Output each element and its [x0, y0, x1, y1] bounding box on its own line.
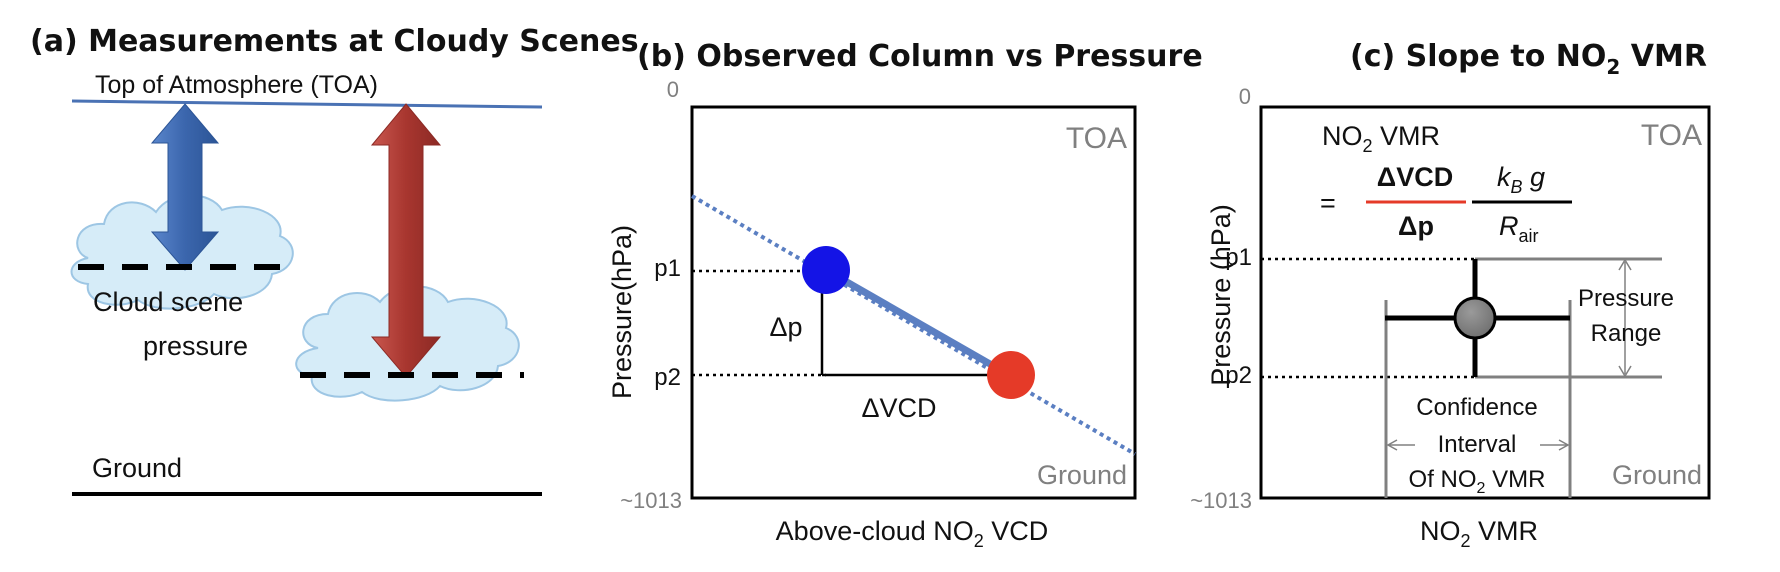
- vmr-data-point: [1453, 296, 1497, 340]
- ci-label-line3: Of NO2 VMR: [1409, 466, 1546, 497]
- y-tick-bottom-c: ~1013: [1190, 488, 1252, 513]
- formula-numerator-kbg: kB g: [1497, 162, 1545, 197]
- formula-head: NO2 VMR: [1322, 121, 1440, 156]
- toa-label-c: TOA: [1641, 119, 1702, 152]
- ci-label-line2: Interval: [1438, 431, 1517, 458]
- pressure-range-arrowhead-top: [1618, 258, 1632, 271]
- plot-frame-c: [1259, 105, 1711, 500]
- panel-a: (a) Measurements at Cloudy Scenes Top of…: [30, 24, 639, 496]
- pressure-range-label-line1: Pressure: [1578, 285, 1674, 312]
- ground-label-a: Ground: [92, 453, 182, 483]
- pressure-label: pressure: [143, 331, 248, 361]
- slope-segment: [824, 266, 1013, 380]
- formula-equals: =: [1320, 188, 1336, 218]
- extrapolation-dotted-line: [690, 194, 1137, 456]
- cloud-scene-label: Cloud scene: [93, 287, 243, 317]
- pressure-range-arrowhead-bottom: [1618, 365, 1632, 378]
- p1-data-point: [802, 246, 850, 294]
- p1-label-b: p1: [654, 255, 681, 282]
- panel-c-title: (c) Slope to NO2 VMR: [1350, 39, 1707, 79]
- x-axis-label-b: Above-cloud NO2 VCD: [776, 516, 1049, 551]
- panel-b: (b) Observed Column vs Pressure 0 ~1013 …: [607, 39, 1203, 551]
- y-axis-label-b: Pressure(hPa): [607, 225, 637, 399]
- toa-label-b: TOA: [1066, 122, 1127, 155]
- toa-line: [71, 99, 543, 109]
- panel-b-title: (b) Observed Column vs Pressure: [637, 39, 1203, 74]
- delta-p-label-b: Δp: [769, 312, 802, 342]
- p2-data-point: [987, 351, 1035, 399]
- toa-label: Top of Atmosphere (TOA): [95, 71, 378, 99]
- p2-label-b: p2: [654, 364, 681, 391]
- y-tick-top-b: 0: [667, 77, 679, 102]
- panel-a-title: (a) Measurements at Cloudy Scenes: [30, 24, 639, 59]
- plot-frame-b: [690, 105, 1137, 500]
- p2-label-c: p2: [1225, 362, 1252, 389]
- ci-label-line1: Confidence: [1416, 394, 1537, 421]
- ground-label-c: Ground: [1612, 460, 1702, 490]
- ground-label-b: Ground: [1037, 460, 1127, 490]
- delta-vcd-label-b: ΔVCD: [861, 393, 936, 423]
- y-axis-label-c: Pressure (hPa): [1206, 204, 1236, 386]
- y-tick-bottom-b: ~1013: [620, 488, 682, 513]
- p1-label-c: p1: [1225, 244, 1252, 271]
- ci-arrowhead-right: [1558, 439, 1570, 451]
- x-axis-label-c: NO2 VMR: [1420, 516, 1538, 551]
- y-tick-top-c: 0: [1239, 84, 1251, 109]
- formula-numerator-dvcd: ΔVCD: [1377, 162, 1453, 192]
- panel-c: (c) Slope to NO2 VMR 0 ~1013 p1 p2 Press…: [1190, 39, 1711, 551]
- pressure-range-label-line2: Range: [1591, 320, 1662, 347]
- formula-denominator-dp: Δp: [1398, 211, 1434, 241]
- ci-arrowhead-left: [1386, 439, 1398, 451]
- formula-denominator-rair: Rair: [1499, 211, 1539, 246]
